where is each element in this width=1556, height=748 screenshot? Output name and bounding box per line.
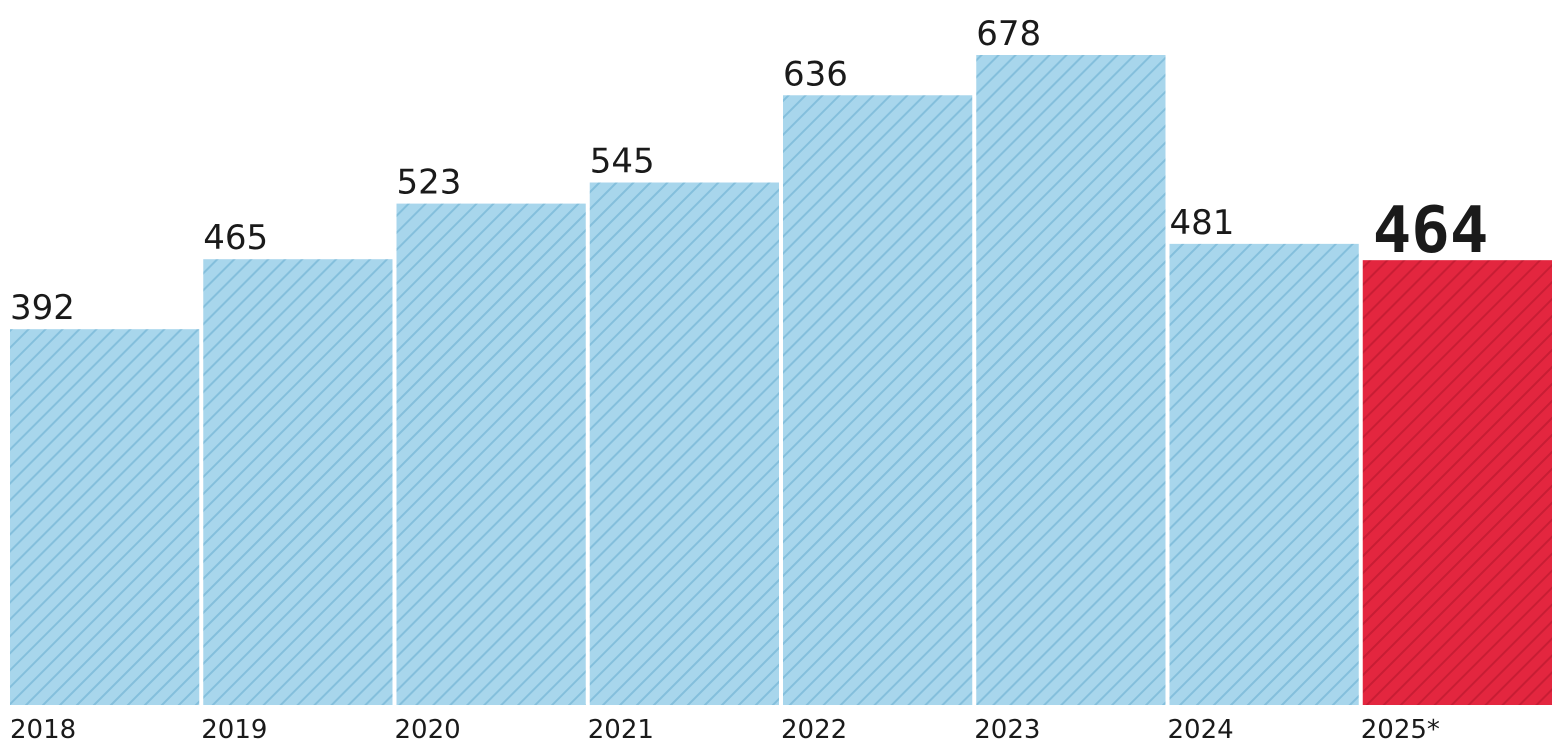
- value-label-2023: 678: [976, 14, 1041, 54]
- value-label-2024: 481: [1170, 203, 1235, 243]
- bar-2024: [1169, 243, 1359, 705]
- x-tick-2024: 2024: [1168, 715, 1234, 745]
- x-tick-2019: 2019: [201, 715, 267, 745]
- value-label-2020: 523: [397, 163, 462, 203]
- value-label-2025: 464: [1373, 194, 1489, 268]
- bar-2018: [10, 329, 200, 705]
- x-tick-2021: 2021: [588, 715, 654, 745]
- bar-2020: [396, 203, 586, 705]
- bar-2023: [976, 55, 1166, 705]
- x-axis-tick-labels: 2018 2019 2020 2021 2022 2023 2024 2025*: [10, 715, 1440, 745]
- value-label-2018: 392: [10, 288, 75, 328]
- x-tick-2020: 2020: [395, 715, 461, 745]
- bars-group: [10, 55, 1552, 705]
- value-label-2022: 636: [783, 54, 848, 94]
- value-labels-group: 392 465 523 545 636 678 481 464: [10, 14, 1488, 328]
- bar-2022: [783, 95, 973, 705]
- bar-2019: [203, 259, 393, 705]
- x-tick-2018: 2018: [10, 715, 76, 745]
- x-tick-2023: 2023: [974, 715, 1040, 745]
- bar-2025: [1362, 260, 1552, 705]
- x-tick-2022: 2022: [781, 715, 847, 745]
- x-tick-2025: 2025*: [1361, 715, 1440, 745]
- bar-2021: [589, 182, 779, 705]
- value-label-2021: 545: [590, 142, 655, 182]
- value-label-2019: 465: [203, 218, 268, 258]
